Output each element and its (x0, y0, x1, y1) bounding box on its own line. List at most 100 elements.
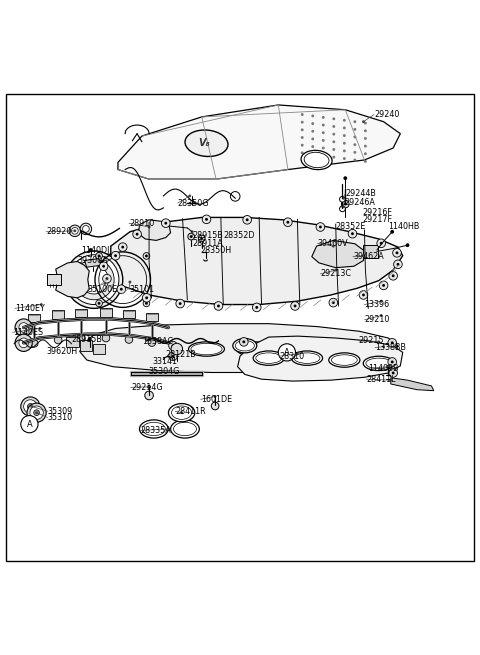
Polygon shape (139, 220, 170, 240)
Circle shape (121, 246, 124, 248)
Circle shape (147, 385, 151, 389)
Circle shape (301, 121, 304, 124)
Text: 1338AC: 1338AC (142, 337, 173, 346)
Circle shape (284, 218, 292, 227)
Circle shape (341, 206, 344, 208)
Circle shape (30, 339, 38, 347)
Circle shape (143, 293, 151, 302)
Circle shape (332, 301, 335, 304)
Circle shape (364, 129, 367, 132)
Circle shape (99, 262, 108, 271)
Circle shape (230, 191, 240, 201)
Circle shape (301, 128, 304, 131)
Text: V₈: V₈ (198, 138, 210, 148)
Circle shape (65, 251, 123, 309)
Circle shape (353, 121, 356, 123)
Circle shape (164, 222, 167, 225)
Circle shape (145, 255, 148, 257)
Circle shape (278, 344, 296, 361)
Circle shape (102, 265, 105, 268)
Circle shape (171, 343, 182, 355)
Circle shape (322, 154, 324, 157)
Circle shape (332, 125, 335, 128)
Circle shape (171, 345, 174, 347)
Text: 1601DE: 1601DE (201, 395, 232, 403)
Circle shape (343, 149, 346, 153)
Circle shape (30, 405, 33, 408)
Circle shape (15, 334, 32, 352)
Circle shape (198, 235, 205, 242)
Polygon shape (101, 217, 403, 305)
Text: 29240: 29240 (374, 110, 399, 119)
Circle shape (74, 259, 114, 300)
Text: 28911A: 28911A (192, 239, 223, 248)
Circle shape (97, 255, 100, 257)
Circle shape (353, 151, 356, 154)
Circle shape (362, 121, 365, 123)
Circle shape (322, 124, 324, 126)
FancyBboxPatch shape (80, 341, 92, 351)
Circle shape (246, 218, 249, 221)
Circle shape (341, 200, 349, 208)
Circle shape (104, 282, 107, 285)
Circle shape (332, 133, 335, 136)
Circle shape (394, 260, 402, 269)
Circle shape (380, 242, 383, 245)
Circle shape (364, 137, 367, 140)
Circle shape (343, 119, 346, 122)
Circle shape (96, 300, 102, 307)
Text: 28915B: 28915B (192, 231, 223, 240)
Circle shape (243, 215, 252, 224)
Circle shape (102, 334, 110, 342)
Circle shape (294, 305, 297, 307)
Circle shape (359, 291, 368, 299)
Circle shape (145, 302, 148, 305)
Circle shape (342, 197, 345, 200)
Ellipse shape (233, 339, 257, 353)
Text: 39300A: 39300A (77, 256, 108, 265)
Circle shape (80, 265, 108, 294)
Circle shape (242, 341, 245, 343)
Circle shape (180, 411, 183, 414)
Circle shape (364, 153, 367, 155)
Circle shape (114, 254, 117, 257)
Circle shape (392, 274, 395, 277)
Circle shape (332, 117, 335, 121)
Circle shape (143, 253, 150, 259)
Circle shape (72, 227, 78, 234)
Text: 11403B: 11403B (368, 364, 399, 373)
Circle shape (54, 336, 62, 344)
Circle shape (353, 136, 356, 138)
Text: 29246A: 29246A (344, 198, 375, 206)
FancyBboxPatch shape (123, 310, 135, 318)
FancyBboxPatch shape (100, 309, 112, 317)
Circle shape (387, 346, 390, 349)
FancyBboxPatch shape (52, 310, 64, 319)
Text: 29210: 29210 (364, 315, 390, 324)
Ellipse shape (291, 351, 323, 365)
Circle shape (393, 248, 401, 257)
Circle shape (190, 235, 192, 238)
Circle shape (312, 138, 314, 140)
Circle shape (382, 284, 385, 287)
Text: 33141: 33141 (153, 356, 178, 365)
Circle shape (148, 339, 156, 346)
Circle shape (117, 285, 126, 293)
Text: 29217F: 29217F (362, 215, 392, 224)
Circle shape (179, 302, 181, 305)
Polygon shape (118, 105, 400, 179)
Circle shape (255, 306, 258, 309)
Text: 39462A: 39462A (353, 252, 384, 261)
Ellipse shape (189, 342, 225, 356)
Text: 28910: 28910 (129, 219, 154, 228)
Circle shape (387, 365, 390, 368)
Circle shape (27, 403, 46, 422)
Ellipse shape (253, 351, 284, 365)
Circle shape (171, 355, 174, 358)
Circle shape (145, 391, 154, 400)
Circle shape (322, 131, 324, 134)
Circle shape (353, 159, 356, 161)
Ellipse shape (304, 152, 329, 168)
Text: 28352E: 28352E (336, 221, 366, 231)
Circle shape (148, 225, 151, 229)
